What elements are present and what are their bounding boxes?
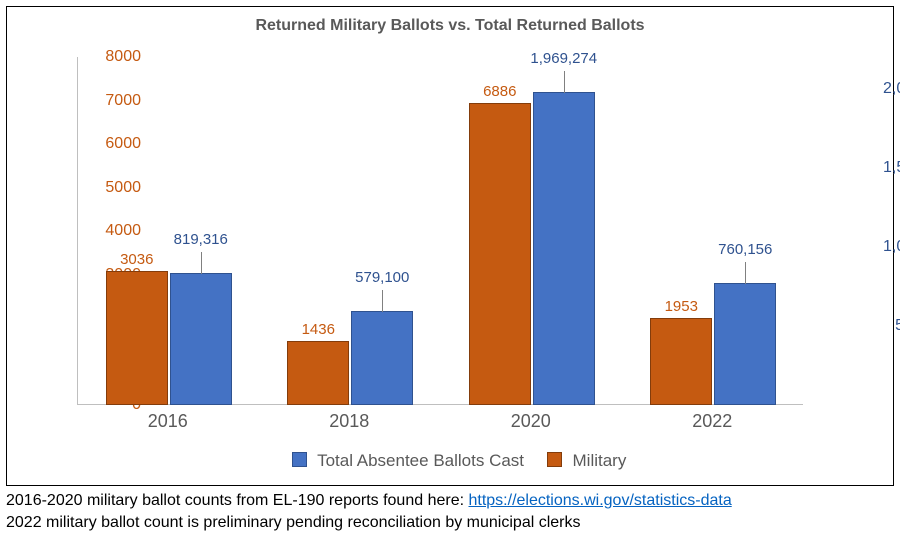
bar-group: 3036 819,316 2016 (77, 57, 259, 405)
bar-label: 6886 (483, 83, 516, 104)
bar-military: 6886 (469, 103, 531, 405)
bar-military: 1953 (650, 318, 712, 405)
bar-label: 1,969,274 (530, 50, 597, 93)
x-tick-label: 2020 (440, 405, 622, 432)
bar-group: 6886 1,969,274 2020 (440, 57, 622, 405)
bar-total: 819,316 (170, 273, 232, 405)
x-tick-label: 2022 (622, 405, 804, 432)
bar-military: 1436 (287, 341, 349, 405)
x-tick-label: 2018 (259, 405, 441, 432)
legend-label: Military (573, 451, 627, 470)
legend-swatch-total (292, 452, 307, 467)
bar-label: 1953 (665, 298, 698, 319)
bar-label: 819,316 (174, 231, 228, 274)
y-axis-left: 0 1000 2000 3000 4000 5000 6000 7000 800… (7, 57, 77, 405)
bar-total: 579,100 (351, 311, 413, 405)
ytick-right: 1,000,000 (883, 239, 900, 255)
bar-group: 1953 760,156 2022 (622, 57, 804, 405)
y-axis-right: 0 500,000 1,000,000 1,500,000 2,000,000 (813, 57, 883, 405)
ytick-right: 2,000,000 (883, 81, 900, 97)
footnotes: 2016-2020 military ballot counts from EL… (6, 490, 894, 533)
chart-frame: Returned Military Ballots vs. Total Retu… (6, 6, 894, 486)
bar-group: 1436 579,100 2018 (259, 57, 441, 405)
footnote-line: 2022 military ballot count is preliminar… (6, 512, 894, 534)
bar-label: 1436 (302, 321, 335, 342)
footnote-line: 2016-2020 military ballot counts from EL… (6, 490, 894, 512)
x-tick-label: 2016 (77, 405, 259, 432)
ytick-right: 500,000 (883, 318, 900, 334)
footnote-link[interactable]: https://elections.wi.gov/statistics-data (468, 492, 731, 509)
bar-label: 579,100 (355, 269, 409, 312)
bar-military: 3036 (106, 271, 168, 405)
plot-area: 3036 819,316 2016 1436 579,100 2018 6886 (77, 57, 803, 405)
legend-swatch-military (547, 452, 562, 467)
bar-total: 1,969,274 (533, 92, 595, 405)
bar-total: 760,156 (714, 283, 776, 405)
chart-title: Returned Military Ballots vs. Total Retu… (7, 7, 893, 35)
ytick-right: 0 (883, 397, 900, 413)
legend-label: Total Absentee Ballots Cast (317, 451, 524, 470)
bar-label: 3036 (120, 251, 153, 272)
footnote-text: 2016-2020 military ballot counts from EL… (6, 492, 468, 509)
bar-label: 760,156 (718, 241, 772, 284)
ytick-right: 1,500,000 (883, 160, 900, 176)
legend: Total Absentee Ballots Cast Military (7, 451, 893, 471)
